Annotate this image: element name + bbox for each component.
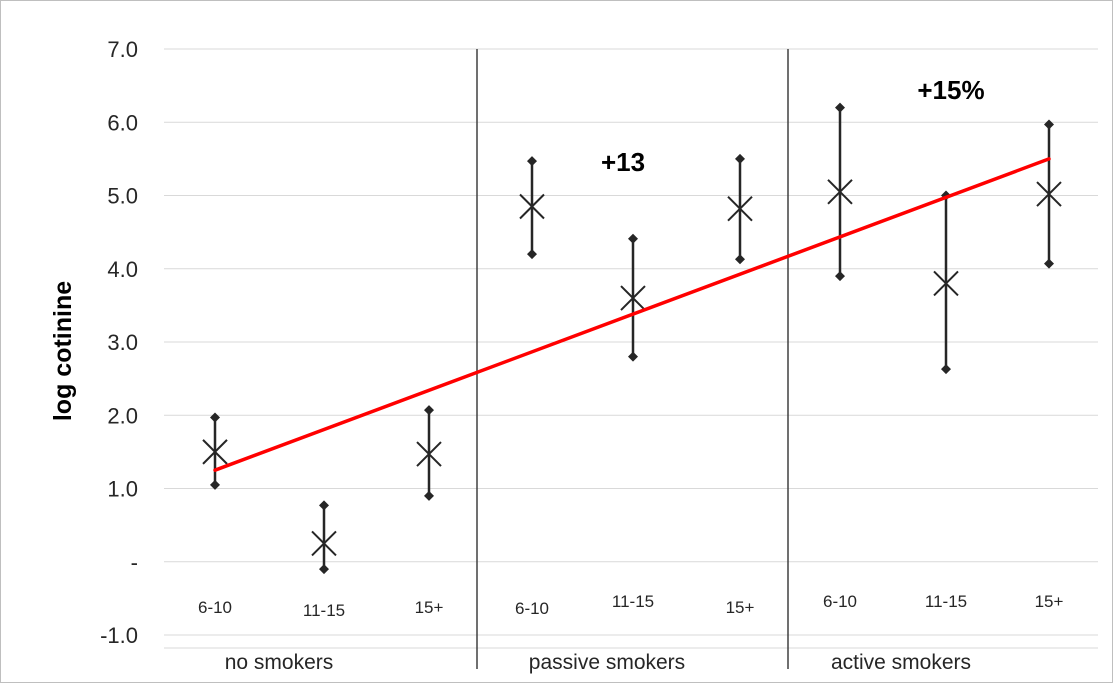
trend-line	[213, 157, 1051, 472]
mean-marker	[202, 439, 228, 465]
category-labels: 6-10 11-15 15+ 6-10 11-15 15+ 6-10 11-15 15+	[198, 592, 1064, 620]
y-tick-labels: 7.0 6.0 5.0 4.0 3.0 2.0 1.0 - -1.0	[100, 37, 138, 648]
error-bar	[727, 153, 753, 265]
category-label: 11-15	[612, 592, 654, 611]
error-bar	[416, 405, 442, 501]
range-cap	[835, 271, 845, 282]
error-bar	[519, 156, 545, 260]
error-bar	[311, 500, 337, 575]
range-cap	[210, 479, 220, 490]
error-bar	[202, 412, 228, 490]
category-label: 15+	[415, 598, 444, 617]
range-cap	[527, 156, 537, 167]
range-cap	[1044, 119, 1054, 130]
mean-marker	[519, 193, 545, 220]
group-dividers	[476, 49, 789, 669]
range-cap	[424, 405, 434, 416]
range-cap	[628, 233, 638, 244]
category-label: 6-10	[823, 592, 857, 611]
category-label: 6-10	[198, 598, 232, 617]
annotation-active: +15%	[917, 75, 984, 105]
y-tick-label: 5.0	[107, 184, 138, 209]
group-label: active smokers	[831, 651, 971, 674]
y-tick-label: 3.0	[107, 330, 138, 355]
group-label: no smokers	[225, 651, 334, 674]
group-labels: no smokers passive smokers active smokers	[225, 651, 971, 674]
range-cap	[319, 500, 329, 511]
range-cap	[941, 364, 951, 375]
range-cap	[735, 153, 745, 164]
range-cap	[527, 249, 537, 260]
y-tick-label: 7.0	[107, 37, 138, 62]
y-tick-label: 4.0	[107, 257, 138, 282]
trend-line-group	[213, 157, 1051, 472]
mean-marker	[620, 285, 646, 311]
range-cap	[835, 102, 845, 113]
category-label: 11-15	[925, 592, 967, 611]
category-label: 6-10	[515, 599, 549, 618]
error-bar	[827, 102, 853, 282]
y-tick-label: 1.0	[107, 477, 138, 502]
mean-marker	[933, 270, 959, 297]
error-bar	[933, 190, 959, 375]
range-cap	[735, 254, 745, 265]
range-cap	[319, 564, 329, 575]
range-cap	[1044, 258, 1054, 269]
group-label: passive smokers	[529, 651, 685, 674]
y-tick-label: 2.0	[107, 403, 138, 428]
category-label: 15+	[1035, 592, 1064, 611]
mean-marker	[727, 195, 753, 222]
gridlines	[164, 48, 1098, 649]
mean-marker	[827, 179, 853, 205]
range-cap	[424, 490, 434, 501]
annotation-passive: +13	[601, 147, 645, 177]
y-tick-label: -1.0	[100, 623, 138, 648]
error-bar	[620, 233, 646, 362]
range-cap	[628, 351, 638, 362]
y-tick-label: -	[131, 550, 138, 575]
mean-marker	[1036, 181, 1062, 207]
y-tick-label: 6.0	[107, 110, 138, 135]
y-axis-label: log cotinine	[49, 281, 77, 421]
mean-marker	[311, 530, 337, 557]
error-bars	[202, 102, 1062, 575]
error-bar	[1036, 119, 1062, 269]
mean-marker	[416, 441, 442, 467]
category-label: 15+	[726, 598, 755, 617]
category-label: 11-15	[303, 601, 345, 620]
range-cap	[210, 412, 220, 423]
